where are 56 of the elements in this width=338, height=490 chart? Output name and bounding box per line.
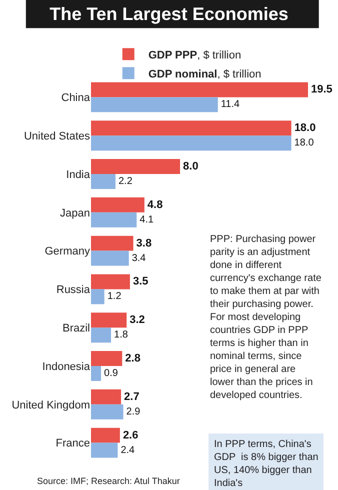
data-label: 2.7 xyxy=(124,390,140,403)
data-label: 18.0 xyxy=(294,122,316,134)
bar xyxy=(91,389,122,404)
y-tick-label: Indonesia xyxy=(42,360,91,373)
data-label: 3.2 xyxy=(130,314,145,326)
data-label: 19.5 xyxy=(311,84,332,96)
y-tick-label: Russia xyxy=(56,284,91,296)
data-label: 3.5 xyxy=(132,276,148,288)
bar xyxy=(91,351,122,366)
data-label: 1.2 xyxy=(107,291,122,302)
y-tick-label: China xyxy=(61,92,91,104)
bar xyxy=(91,236,134,251)
data-label: 1.8 xyxy=(114,330,128,341)
bar xyxy=(91,366,102,381)
bar xyxy=(91,328,112,343)
data-label: 2.2 xyxy=(118,176,133,187)
legend-label: GDP nominal, $ trillion xyxy=(148,68,262,80)
y-tick-label: France xyxy=(56,438,90,450)
bar xyxy=(91,174,116,189)
data-label: 11.4 xyxy=(220,99,240,110)
bar xyxy=(91,289,104,304)
annotation: In PPP terms, China's GDP is 8% bigger than US, 140% bigger than India's xyxy=(214,439,318,489)
data-label: 2.9 xyxy=(126,406,141,418)
source-note: Source: IMF; Research: Atul Thakur xyxy=(37,476,180,486)
bar xyxy=(91,120,292,136)
y-tick-label: India xyxy=(66,168,91,181)
data-label: 4.1 xyxy=(140,214,154,226)
y-tick-label: Germany xyxy=(44,246,90,258)
bar xyxy=(91,97,218,112)
y-tick-label: United Kingdom xyxy=(12,399,90,412)
data-label: 2.4 xyxy=(120,444,136,456)
text: PPP: Purchasing power parity is an adjustment done in different currency's exchange rate to make them at par with their purchasing power. For most developing countries GDP in PPP terms is higher than in nominal terms, since price in general are lower than the prices in developed countries. xyxy=(210,234,322,401)
bar xyxy=(91,404,124,420)
data-label: 2.6 xyxy=(122,429,138,442)
data-label: 3.8 xyxy=(136,237,152,250)
legend-label: GDP PPP, $ trillion xyxy=(148,49,242,62)
bar xyxy=(91,159,180,174)
bar xyxy=(91,428,120,443)
bar xyxy=(91,442,118,458)
data-label: 0.9 xyxy=(104,368,118,379)
y-tick-label: Brazil xyxy=(62,322,90,334)
bar xyxy=(91,136,292,151)
bar xyxy=(91,212,137,228)
y-tick-label: United States xyxy=(24,130,90,142)
bar xyxy=(91,312,127,328)
data-label: 3.4 xyxy=(132,252,146,264)
bar xyxy=(91,250,129,266)
bar xyxy=(91,82,308,98)
y-tick-label: Japan xyxy=(60,207,90,220)
chart-title: The Ten Largest Economies xyxy=(50,4,288,24)
bar xyxy=(91,197,144,212)
data-label: 4.8 xyxy=(147,198,163,211)
data-label: 18.0 xyxy=(294,138,314,149)
data-label: 2.8 xyxy=(125,352,140,365)
data-label: 8.0 xyxy=(183,160,198,173)
bar xyxy=(91,274,130,290)
